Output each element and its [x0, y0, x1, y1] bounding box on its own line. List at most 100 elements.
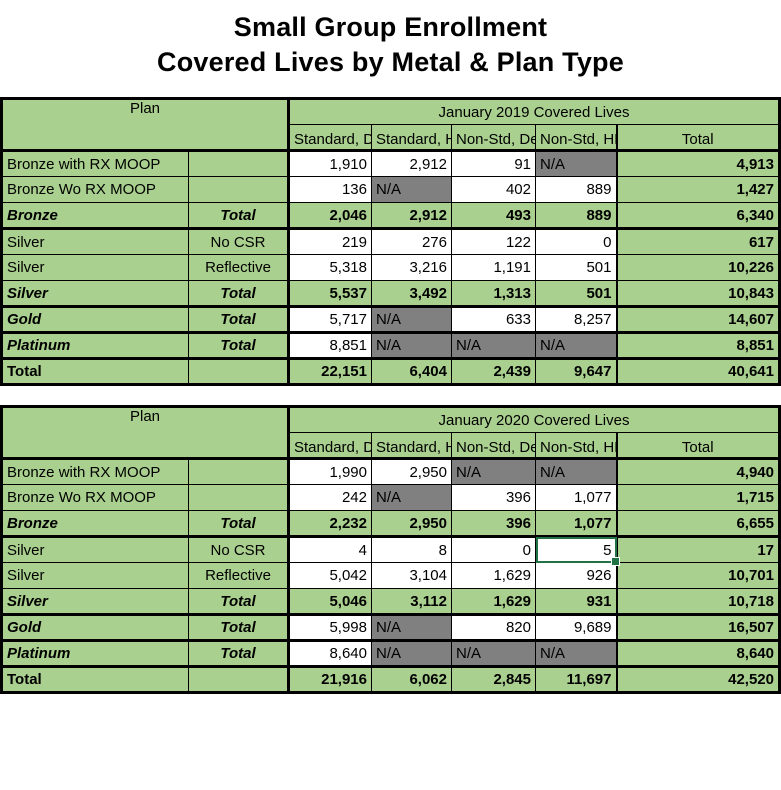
column-header-cell[interactable]: Non-Std, HDHP	[535, 124, 617, 152]
value-cell[interactable]: 1,313	[451, 280, 536, 308]
plan-sub-cell[interactable]: Total	[188, 640, 289, 668]
value-cell[interactable]: 6,340	[615, 202, 780, 230]
value-cell[interactable]: 931	[535, 588, 617, 616]
value-cell[interactable]: 8	[371, 536, 452, 563]
plan-label-cell[interactable]: Total	[1, 358, 189, 385]
value-cell[interactable]: 889	[535, 176, 617, 203]
value-cell[interactable]: 42,520	[615, 666, 780, 693]
value-cell[interactable]: 2,912	[371, 202, 452, 230]
value-cell[interactable]: 3,104	[371, 562, 452, 589]
na-cell[interactable]: N/A	[451, 332, 536, 360]
value-cell[interactable]: 396	[451, 510, 536, 538]
value-cell[interactable]: 402	[451, 176, 536, 203]
plan-sub-cell[interactable]	[188, 358, 289, 385]
value-cell[interactable]: 0	[451, 536, 536, 563]
value-cell[interactable]: 40,641	[615, 358, 780, 385]
column-header-cell[interactable]: Total	[615, 432, 780, 460]
value-cell[interactable]: 1,715	[615, 484, 780, 511]
value-cell[interactable]: 2,950	[371, 458, 452, 485]
plan-sub-cell[interactable]: No CSR	[188, 536, 289, 563]
value-cell[interactable]: 3,216	[371, 254, 452, 281]
column-header-cell[interactable]: Standard, Deductible	[287, 124, 372, 152]
column-header-cell[interactable]: Non-Std, Deductible	[451, 124, 536, 152]
na-cell[interactable]: N/A	[371, 484, 452, 511]
value-cell[interactable]: 10,226	[615, 254, 780, 281]
value-cell[interactable]: 3,492	[371, 280, 452, 308]
value-cell[interactable]: 396	[451, 484, 536, 511]
value-cell[interactable]: 21,916	[287, 666, 372, 693]
plan-sub-cell[interactable]: Reflective	[188, 562, 289, 589]
value-cell[interactable]: 6,404	[371, 358, 452, 385]
value-cell[interactable]: 2,845	[451, 666, 536, 693]
na-cell[interactable]: N/A	[535, 458, 617, 485]
value-cell[interactable]: 5,046	[287, 588, 372, 616]
value-cell[interactable]: 1,990	[287, 458, 372, 485]
value-cell[interactable]: 2,439	[451, 358, 536, 385]
plan-sub-cell[interactable]	[188, 484, 289, 511]
na-cell[interactable]: N/A	[371, 176, 452, 203]
plan-label-cell[interactable]: Platinum	[1, 332, 189, 360]
plan-label-cell[interactable]: Bronze	[1, 202, 189, 230]
plan-sub-cell[interactable]: Total	[188, 588, 289, 616]
plan-sub-cell[interactable]: Total	[188, 306, 289, 334]
value-cell[interactable]: 3,112	[371, 588, 452, 616]
value-cell[interactable]: 11,697	[535, 666, 617, 693]
value-cell[interactable]: 91	[451, 150, 536, 177]
value-cell[interactable]: 219	[287, 228, 372, 255]
value-cell[interactable]: 1,629	[451, 588, 536, 616]
plan-sub-cell[interactable]	[188, 150, 289, 177]
plan-label-cell[interactable]: Bronze with RX MOOP	[1, 458, 189, 485]
value-cell[interactable]: 1,077	[535, 510, 617, 538]
value-cell[interactable]: 501	[535, 280, 617, 308]
value-cell[interactable]: 0	[535, 228, 617, 255]
column-header-cell[interactable]: Standard, HDHP	[371, 124, 452, 152]
plan-sub-cell[interactable]	[188, 458, 289, 485]
value-cell[interactable]: 2,232	[287, 510, 372, 538]
column-header-cell[interactable]: Standard, Deductible	[287, 432, 372, 460]
plan-label-cell[interactable]: Gold	[1, 306, 189, 334]
period-header-cell[interactable]: January 2020 Covered Lives	[287, 406, 780, 433]
value-cell[interactable]: 2,046	[287, 202, 372, 230]
column-header-cell[interactable]: Non-Std, HDHP	[535, 432, 617, 460]
value-cell[interactable]: 8,851	[615, 332, 780, 360]
value-cell[interactable]: 820	[451, 614, 536, 642]
value-cell[interactable]: 2,912	[371, 150, 452, 177]
value-cell[interactable]: 2,950	[371, 510, 452, 538]
value-cell[interactable]: 6,062	[371, 666, 452, 693]
na-cell[interactable]: N/A	[451, 640, 536, 668]
plan-sub-cell[interactable]: Total	[188, 510, 289, 538]
plan-label-cell[interactable]: Bronze Wo RX MOOP	[1, 176, 189, 203]
column-header-cell[interactable]: Non-Std, Deductible	[451, 432, 536, 460]
column-header-cell[interactable]: Total	[615, 124, 780, 152]
value-cell[interactable]: 926	[535, 562, 617, 589]
na-cell[interactable]: N/A	[535, 332, 617, 360]
value-cell[interactable]: 10,701	[615, 562, 780, 589]
plan-label-cell[interactable]: Bronze	[1, 510, 189, 538]
value-cell[interactable]: 1,427	[615, 176, 780, 203]
value-cell[interactable]: 5,998	[287, 614, 372, 642]
value-cell[interactable]: 8,257	[535, 306, 617, 334]
value-cell[interactable]: 9,647	[535, 358, 617, 385]
value-cell[interactable]: 493	[451, 202, 536, 230]
plan-label-cell[interactable]: Total	[1, 666, 189, 693]
value-cell[interactable]: 5,042	[287, 562, 372, 589]
value-cell[interactable]: 136	[287, 176, 372, 203]
plan-label-cell[interactable]: Silver	[1, 588, 189, 616]
column-header-cell[interactable]: Standard, HDHP	[371, 432, 452, 460]
plan-label-cell[interactable]: Bronze Wo RX MOOP	[1, 484, 189, 511]
plan-label-cell[interactable]: Bronze with RX MOOP	[1, 150, 189, 177]
value-cell[interactable]: 122	[451, 228, 536, 255]
plan-label-cell[interactable]: Silver	[1, 280, 189, 308]
value-cell[interactable]: 8,851	[287, 332, 372, 360]
value-cell[interactable]: 6,655	[615, 510, 780, 538]
plan-sub-cell[interactable]: Total	[188, 280, 289, 308]
value-cell[interactable]: 1,629	[451, 562, 536, 589]
plan-label-cell[interactable]: Silver	[1, 254, 189, 281]
value-cell[interactable]: 633	[451, 306, 536, 334]
plan-header-cell[interactable]: Plan	[1, 98, 289, 152]
plan-sub-cell[interactable]: Total	[188, 202, 289, 230]
na-cell[interactable]: N/A	[451, 458, 536, 485]
plan-header-cell[interactable]: Plan	[1, 406, 289, 460]
value-cell[interactable]: 9,689	[535, 614, 617, 642]
plan-sub-cell[interactable]	[188, 176, 289, 203]
